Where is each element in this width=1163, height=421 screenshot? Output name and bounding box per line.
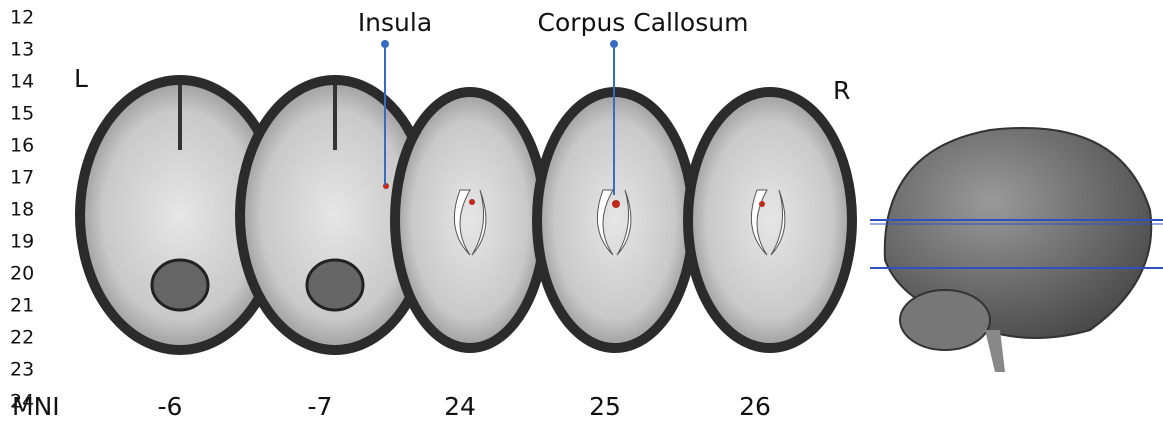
line-number: 12 xyxy=(10,7,34,29)
lateral-brain xyxy=(870,128,1163,372)
slice-label: 26 xyxy=(739,392,771,421)
line-number: 16 xyxy=(10,135,34,157)
slice-label: 25 xyxy=(589,392,621,421)
line-number: 19 xyxy=(10,231,34,253)
line-number: 18 xyxy=(10,199,34,221)
figure: Insula Corpus Callosum L R MNI 121314151… xyxy=(0,0,1163,421)
slice-label: -6 xyxy=(158,392,183,421)
line-number: 22 xyxy=(10,327,34,349)
line-number: 20 xyxy=(10,263,34,285)
line-number: 17 xyxy=(10,167,34,189)
annotation: Insula xyxy=(358,8,432,37)
line-number: 15 xyxy=(10,103,34,125)
slice-5 xyxy=(688,92,852,348)
line-numbers: 12 13 14 15 16 17 18 19 20 21 22 23 24 xyxy=(10,7,34,413)
brain-slices xyxy=(80,80,852,350)
line-number: 13 xyxy=(10,39,34,61)
annotation: Corpus Callosum xyxy=(538,8,749,37)
slice-label: -7 xyxy=(308,392,333,421)
line-number: 21 xyxy=(10,295,34,317)
line-number: 14 xyxy=(10,71,34,93)
slice-labels: -6 -7 24 25 26 xyxy=(158,392,771,421)
side-label: L xyxy=(74,64,88,93)
slice-label: 24 xyxy=(444,392,476,421)
side-label: R xyxy=(833,76,850,105)
slice-3 xyxy=(395,92,545,348)
line-number: 23 xyxy=(10,359,34,381)
line-number: 24 xyxy=(10,391,34,413)
